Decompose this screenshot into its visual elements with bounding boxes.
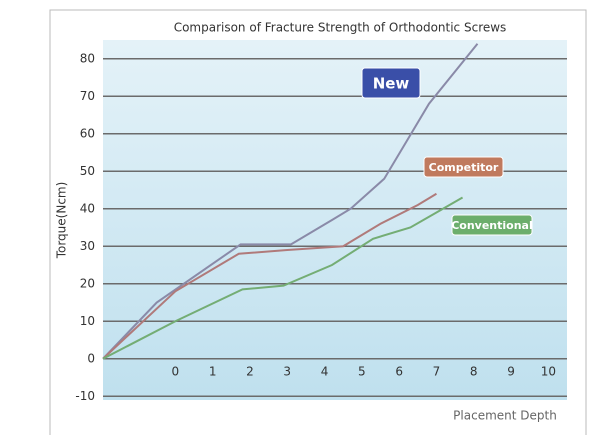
y-tick-label: 80 [80,51,95,65]
legend-item: New [361,67,421,99]
x-tick-label: 6 [395,364,403,378]
legend-label: Conventional [451,219,533,232]
line [102,192,437,360]
frame [49,9,587,439]
x-tick-label: 4 [321,364,329,378]
y-tick-label: 20 [80,276,95,290]
legend-item: Conventional [451,214,533,236]
x-tick-label: 1 [209,364,217,378]
legend-badge [423,156,504,178]
x-tick-label: 7 [433,364,441,378]
x-tick-label: 2 [246,364,254,378]
legend-label: New [373,75,410,93]
y-tick-label: 30 [80,239,95,253]
x-tick-label: 8 [470,364,478,378]
y-tick-label: 0 [87,351,95,365]
x-tick-label: 3 [283,364,291,378]
y-tick-label: 70 [80,89,95,103]
line [102,43,479,360]
x-axis-label: Placement Depth [453,409,557,423]
y-tick-label: 50 [80,164,95,178]
y-axis-label: Torque(Ncm) [55,182,69,260]
x-tick-label: 5 [358,364,366,378]
legend-badge [451,214,533,236]
y-tick-label: -10 [75,389,95,403]
chart-title: Comparison of Fracture Strength of Ortho… [174,21,507,35]
y-tick-label: 10 [80,314,95,328]
x-tick-label: 10 [541,364,556,378]
legend-item: Competitor [423,156,504,178]
y-tick-label: 40 [80,201,95,215]
legend-badge [361,67,421,99]
line [102,196,464,360]
x-tick-label: 0 [172,364,180,378]
x-tick-label: 9 [507,364,515,378]
legend-label: Competitor [429,161,499,174]
y-tick-label: 60 [80,126,95,140]
